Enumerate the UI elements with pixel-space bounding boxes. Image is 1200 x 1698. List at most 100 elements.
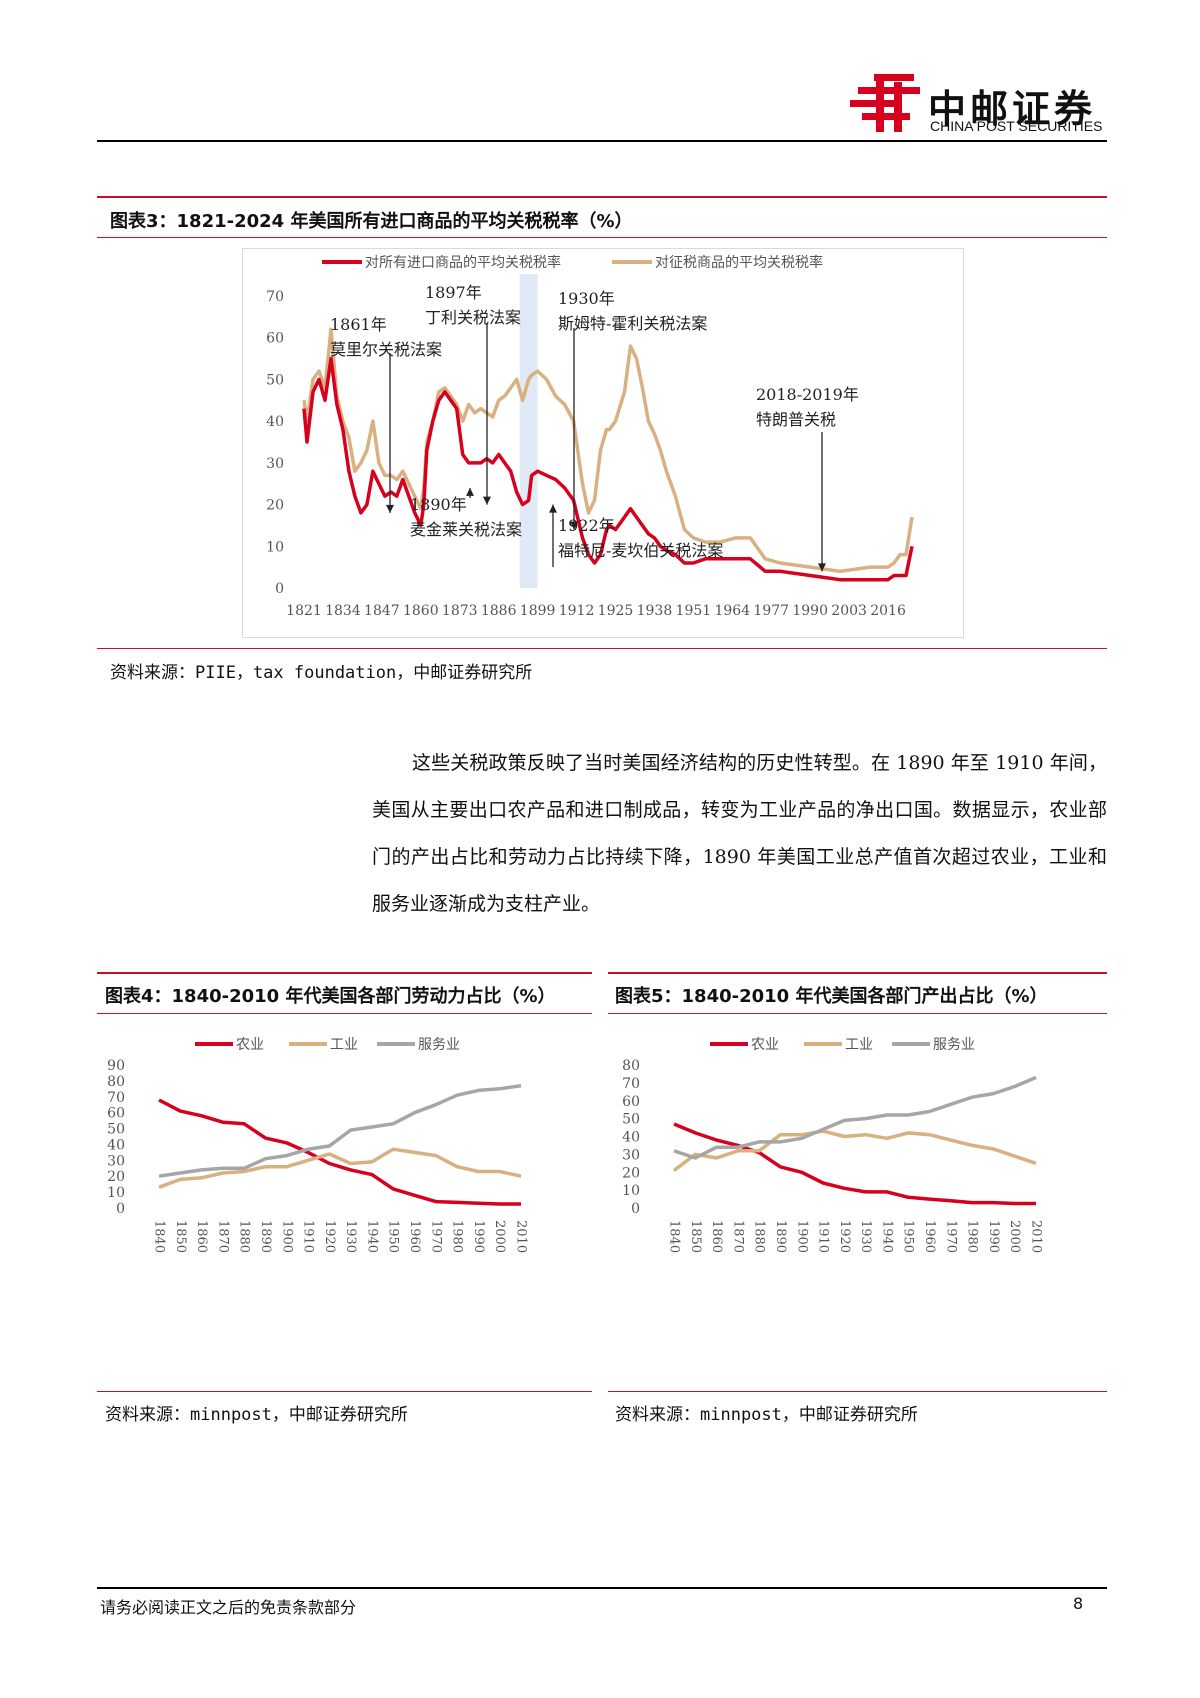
x-tick-label: 1925 bbox=[598, 603, 634, 619]
y-tick-label: 0 bbox=[275, 581, 284, 597]
y-tick-label: 60 bbox=[266, 331, 284, 347]
figure4-series-line-agriculture bbox=[158, 1098, 521, 1206]
figures45-top-rule-left bbox=[97, 972, 592, 974]
annotation-act: 特朗普关税 bbox=[756, 410, 836, 429]
figure5-x-tick-label: 1970 bbox=[943, 1220, 958, 1253]
y-tick-label: 20 bbox=[266, 498, 284, 514]
annotation-act: 福特尼-麦坎伯关税法案 bbox=[558, 541, 723, 560]
figure3-chart-frame bbox=[242, 248, 964, 638]
x-tick-label: 1834 bbox=[325, 603, 361, 619]
figure3-title: 图表3：1821-2024 年美国所有进口商品的平均关税税率（%） bbox=[110, 211, 633, 232]
figure3-bottom-rule bbox=[97, 648, 1107, 649]
x-tick-label: 1977 bbox=[753, 603, 789, 619]
annotation-arrow-head bbox=[483, 496, 491, 505]
x-tick-label: 1886 bbox=[481, 603, 517, 619]
figure4-y-tick-label: 30 bbox=[107, 1153, 125, 1169]
figure4-source: 资料来源：minnpost，中邮证券研究所 bbox=[105, 1405, 408, 1425]
x-tick-label: 1990 bbox=[792, 603, 828, 619]
figure3-title-rule bbox=[97, 237, 1107, 238]
figure4-x-tick-label: 1890 bbox=[258, 1220, 273, 1253]
figure4-x-tick-label: 1940 bbox=[364, 1220, 379, 1253]
figure4-x-tick-label: 1960 bbox=[407, 1220, 422, 1253]
company-name-en: CHINA POST SECURITIES bbox=[930, 118, 1103, 134]
annotation-arrow-head bbox=[549, 504, 557, 513]
figure4-y-tick-label: 90 bbox=[107, 1058, 125, 1074]
x-tick-label: 1951 bbox=[676, 603, 712, 619]
figure4-title: 图表4：1840-2010 年代美国各部门劳动力占比（%） bbox=[105, 986, 556, 1007]
figure5-series-line-services bbox=[673, 1075, 1037, 1160]
figure5-x-tick-label: 1990 bbox=[986, 1220, 1001, 1253]
figure4-y-tick-label: 20 bbox=[107, 1169, 125, 1185]
figure4-x-tick-label: 1910 bbox=[301, 1220, 316, 1253]
figure5-legend-label: 服务业 bbox=[933, 1037, 975, 1053]
body-paragraph-text: 这些关税政策反映了当时美国经济结构的历史性转型。在 1890 年至 1910 年… bbox=[372, 752, 1107, 915]
figure5-x-tick-label: 1980 bbox=[965, 1220, 980, 1253]
series-line-all-imports bbox=[302, 356, 914, 582]
figure5-x-tick-label: 1850 bbox=[688, 1220, 703, 1253]
x-tick-label: 1964 bbox=[714, 603, 750, 619]
figure4-legend-label: 农业 bbox=[236, 1037, 264, 1053]
figure5-x-tick-label: 1910 bbox=[816, 1220, 831, 1253]
figure4-x-tick-label: 2000 bbox=[492, 1220, 507, 1253]
figure4-y-tick-label: 80 bbox=[107, 1074, 125, 1090]
annotation-year: 1897年 bbox=[425, 283, 482, 302]
figure5-x-tick-label: 1900 bbox=[794, 1220, 809, 1253]
annotation-year: 1890年 bbox=[410, 495, 467, 514]
figure5-title: 图表5：1840-2010 年代美国各部门产出占比（%） bbox=[615, 986, 1048, 1007]
y-tick-label: 10 bbox=[266, 539, 284, 555]
figure5-x-tick-label: 1960 bbox=[922, 1220, 937, 1253]
figure5-legend-label: 工业 bbox=[845, 1037, 873, 1053]
figure5-y-tick-label: 30 bbox=[622, 1147, 640, 1163]
y-tick-label: 40 bbox=[266, 414, 284, 430]
figure4-y-tick-label: 40 bbox=[107, 1137, 125, 1153]
figure5-y-tick-label: 10 bbox=[622, 1183, 640, 1199]
figure5-bottom-rule bbox=[608, 1391, 1107, 1392]
header-divider bbox=[97, 140, 1107, 142]
series-line-dutiable-imports bbox=[302, 327, 914, 574]
figure5-x-tick-label: 1840 bbox=[667, 1220, 682, 1253]
annotation-arrow-head bbox=[466, 487, 474, 496]
x-tick-label: 1912 bbox=[559, 603, 595, 619]
annotation-act: 莫里尔关税法案 bbox=[330, 340, 442, 359]
x-tick-label: 1873 bbox=[442, 603, 478, 619]
figure4-x-tick-label: 1970 bbox=[428, 1220, 443, 1253]
figure5-x-tick-label: 1890 bbox=[773, 1220, 788, 1253]
x-tick-label: 2016 bbox=[870, 603, 906, 619]
footer-divider bbox=[97, 1587, 1107, 1589]
x-tick-label: 1847 bbox=[364, 603, 400, 619]
y-tick-label: 30 bbox=[266, 456, 284, 472]
annotation-year: 1922年 bbox=[558, 516, 615, 535]
figure5-y-tick-label: 70 bbox=[622, 1076, 640, 1092]
figure4-title-rule bbox=[97, 1013, 592, 1014]
figure4-x-tick-label: 1860 bbox=[194, 1220, 209, 1253]
figure4-x-tick-label: 1870 bbox=[215, 1220, 230, 1253]
figure5-x-tick-label: 2010 bbox=[1029, 1220, 1044, 1253]
figure5-x-tick-label: 1860 bbox=[709, 1220, 724, 1253]
page-number: 8 bbox=[1073, 1594, 1084, 1613]
x-tick-label: 2003 bbox=[831, 603, 867, 619]
figures45-top-rule-right bbox=[608, 972, 1107, 974]
figure4-y-tick-label: 50 bbox=[107, 1122, 125, 1138]
legend-label: 对所有进口商品的平均关税税率 bbox=[365, 254, 561, 271]
figure5-series-line-industry bbox=[672, 1129, 1037, 1172]
body-paragraph: 这些关税政策反映了当时美国经济结构的历史性转型。在 1890 年至 1910 年… bbox=[372, 740, 1107, 928]
company-name-cn: 中邮证券 bbox=[928, 87, 1097, 131]
figure5-x-tick-label: 2000 bbox=[1007, 1220, 1022, 1253]
x-tick-label: 1938 bbox=[637, 603, 673, 619]
figure4-x-tick-label: 1950 bbox=[386, 1220, 401, 1253]
figure5-x-tick-label: 1870 bbox=[730, 1220, 745, 1253]
annotation-arrow-head bbox=[386, 504, 394, 513]
figure5-x-tick-label: 1950 bbox=[901, 1220, 916, 1253]
figure5-x-tick-label: 1940 bbox=[879, 1220, 894, 1253]
figure5-series-line-agriculture bbox=[673, 1122, 1036, 1206]
annotation-year: 2018-2019年 bbox=[756, 385, 859, 404]
figure4-legend-label: 服务业 bbox=[418, 1037, 460, 1053]
y-tick-label: 50 bbox=[266, 372, 284, 388]
figure5-y-tick-label: 80 bbox=[622, 1058, 640, 1074]
figure3-source: 资料来源：PIIE，tax foundation，中邮证券研究所 bbox=[110, 663, 533, 683]
figure5-y-tick-label: 40 bbox=[622, 1130, 640, 1146]
figure4-y-tick-label: 0 bbox=[116, 1201, 125, 1217]
figure5-x-tick-label: 1880 bbox=[752, 1220, 767, 1253]
